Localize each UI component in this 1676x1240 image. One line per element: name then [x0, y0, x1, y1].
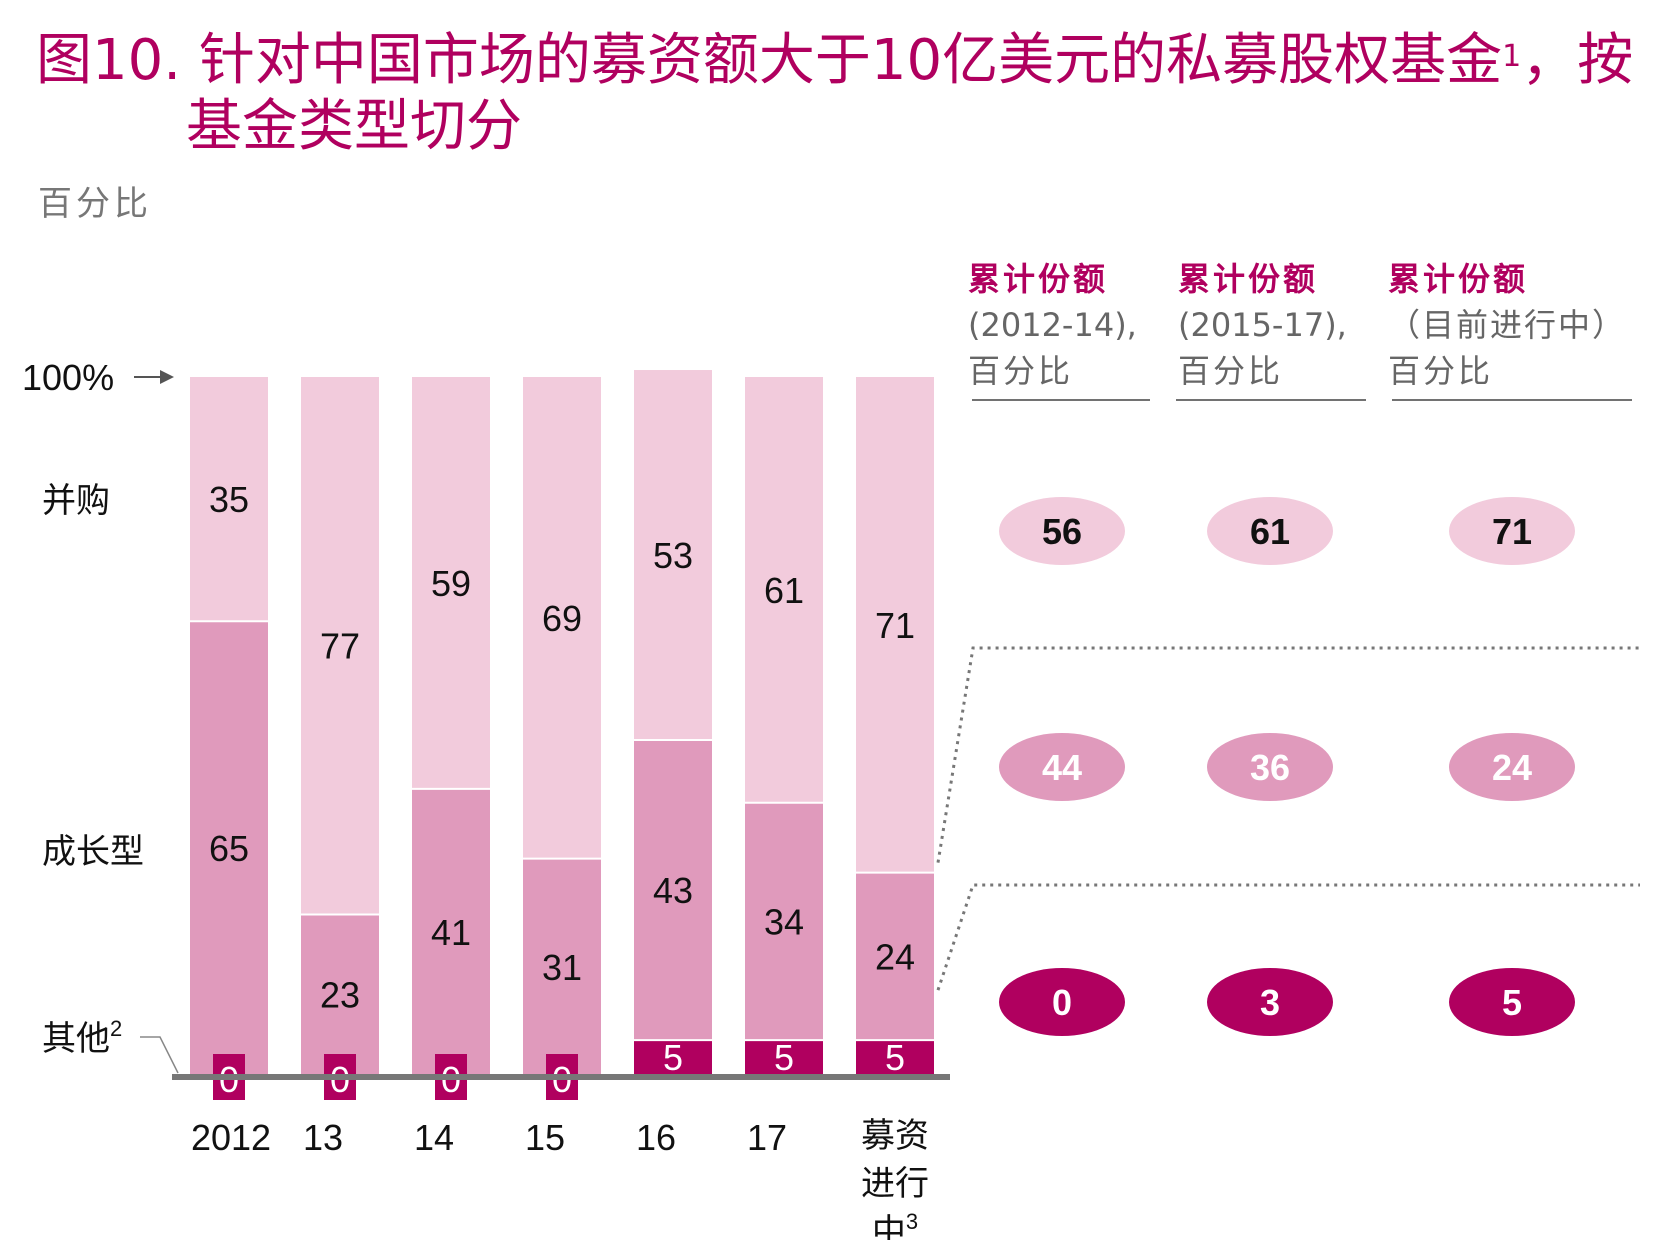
bar-segment-buyout: [412, 377, 490, 789]
summary-ellipse-growth: [1207, 733, 1333, 801]
summary-ellipse-other: [1207, 968, 1333, 1036]
bar-group: 03565077230594106931553435613457124: [172, 370, 950, 1100]
axis-marker-100: 100%: [22, 357, 114, 398]
data-label-growth: 34: [764, 901, 804, 942]
bar-segment-buyout: [301, 377, 379, 915]
unit-label: 百分比: [38, 184, 152, 224]
data-label-buyout: 61: [764, 570, 804, 611]
summary-ellipse-growth: [1449, 733, 1575, 801]
summary-header-unit: 百分比: [1388, 352, 1494, 390]
bar-segment-other: [634, 1040, 712, 1075]
summary-value-buyout: 61: [1250, 511, 1290, 552]
data-label-growth: 31: [542, 947, 582, 988]
bar-segment-growth: [745, 802, 823, 1041]
bar-segment-buyout: [523, 377, 601, 859]
data-label-buyout: 77: [320, 626, 360, 667]
summary-header-period: (2015-17),: [1178, 306, 1347, 344]
category-footnote-marker: 3: [906, 1209, 918, 1234]
leader-line: [140, 1036, 179, 1074]
summary-value-growth: 36: [1250, 747, 1290, 788]
summary-ellipse-buyout: [1207, 497, 1333, 565]
summary-value-other: 3: [1260, 982, 1280, 1023]
category-label: 17: [747, 1117, 787, 1158]
summary-value-buyout: 56: [1042, 511, 1082, 552]
data-label-growth: 24: [875, 936, 915, 977]
bar-segment-growth: [190, 621, 268, 1075]
summary-value-other: 5: [1502, 982, 1522, 1023]
bar-segment-buyout: [745, 377, 823, 803]
summary-ellipse-other: [1449, 968, 1575, 1036]
title-footnote-marker: 1: [1502, 39, 1522, 74]
row-label-footnote-marker: 2: [110, 1016, 122, 1041]
category-label: 进行: [861, 1164, 929, 1204]
bar-segment-growth: [634, 739, 712, 1041]
summary-value-growth: 44: [1042, 747, 1082, 788]
data-label-buyout: 69: [542, 598, 582, 639]
bar-segment-buyout: [856, 377, 934, 873]
bar-segment-buyout: [190, 377, 268, 622]
title-line1-end: ，按: [1521, 28, 1634, 93]
summary-ellipse-growth: [999, 733, 1125, 801]
data-label-growth: 23: [320, 975, 360, 1016]
data-label-growth: 43: [653, 870, 693, 911]
summary-value-growth: 24: [1492, 747, 1532, 788]
summary-ellipse-other: [999, 968, 1125, 1036]
summary-header-title: 累计份额: [1178, 260, 1319, 298]
summary-header-3: 累计份额 （目前进行中） 百分比: [1388, 256, 1627, 394]
bar-segment-growth: [523, 858, 601, 1075]
category-label: 13: [303, 1117, 343, 1158]
summary-header-period: （目前进行中）: [1388, 306, 1627, 344]
title-line2: 基金类型切分: [186, 94, 522, 159]
category-label: 募资: [861, 1116, 929, 1156]
data-label-buyout: 35: [209, 479, 249, 520]
dotted-connectors: [936, 646, 1640, 991]
data-label-buyout: 53: [653, 535, 693, 576]
bar-segment-growth: [856, 872, 934, 1041]
summary-value-other: 0: [1052, 982, 1072, 1023]
category-label: 中3: [872, 1209, 918, 1240]
summary-header-unit: 百分比: [968, 352, 1074, 390]
data-label-buyout: 71: [875, 605, 915, 646]
summary-header-2: 累计份额 (2015-17), 百分比: [1178, 256, 1388, 394]
data-label-growth: 41: [431, 912, 471, 953]
data-label-other: 5: [774, 1037, 794, 1078]
data-label-other: 5: [663, 1037, 683, 1078]
bar-segment-buyout: [634, 370, 712, 740]
summary-ellipse-buyout: [999, 497, 1125, 565]
row-label-buyout: 并购: [42, 481, 110, 521]
title-line1: 图10. 针对中国市场的募资额大于10亿美元的私募股权基金: [36, 28, 1503, 93]
category-label: 15: [525, 1117, 565, 1158]
summary-header-title: 累计份额: [1388, 260, 1529, 298]
summary-ellipses: 56 61 71 44 36 24 0 3 5: [999, 497, 1575, 1036]
category-label: 14: [414, 1117, 454, 1158]
category-label: 16: [636, 1117, 676, 1158]
bar-segment-other: [745, 1040, 823, 1075]
category-label: 2012: [191, 1117, 271, 1158]
data-label-buyout: 59: [431, 563, 471, 604]
bar-segment-growth: [412, 788, 490, 1075]
data-label-other: 5: [885, 1037, 905, 1078]
row-label-other: 其他2: [42, 1016, 122, 1059]
data-label-growth: 65: [209, 828, 249, 869]
dotted-connector-upper: [936, 646, 1640, 863]
summary-header-1: 累计份额 (2012-14), 百分比: [968, 256, 1178, 394]
bar-segment-growth: [301, 914, 379, 1075]
summary-header-period: (2012-14),: [968, 306, 1137, 344]
row-label-growth: 成长型: [42, 832, 144, 872]
summary-value-buyout: 71: [1492, 511, 1532, 552]
summary-ellipse-buyout: [1449, 497, 1575, 565]
chart-title: 图10. 针对中国市场的募资额大于10亿美元的私募股权基金1，按 基金类型切分: [36, 28, 1646, 160]
summary-header-title: 累计份额: [968, 260, 1109, 298]
bar-segment-other: [856, 1040, 934, 1075]
arrow-head-icon: [160, 370, 174, 384]
summary-header-unit: 百分比: [1178, 352, 1284, 390]
